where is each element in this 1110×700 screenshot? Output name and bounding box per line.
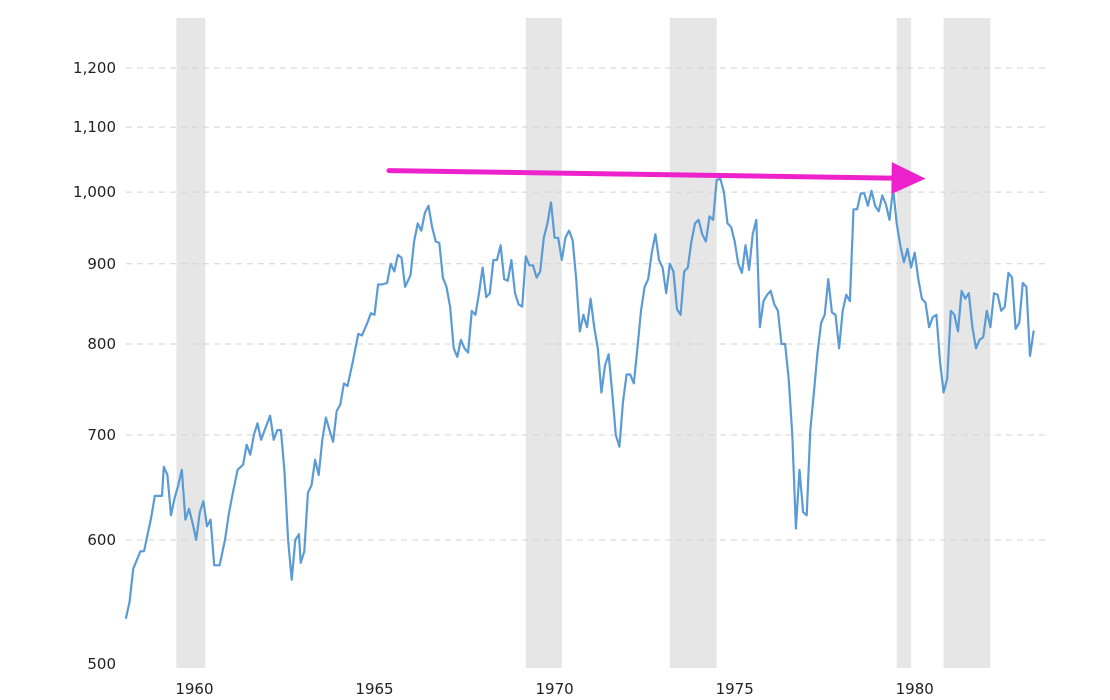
y-tick-label-600: 600 [87,531,116,549]
x-axis: 1960 1965 1970 1975 1980 [175,680,934,698]
x-tick-label-1960: 1960 [175,680,213,698]
recession-bands [176,18,991,668]
y-tick-label-500: 500 [87,655,116,673]
y-tick-label-1000: 1,000 [73,183,116,201]
y-tick-label-900: 900 [87,255,116,273]
y-tick-label-800: 800 [87,335,116,353]
series-line-1 [124,177,1035,619]
recession-band-4 [896,18,912,668]
x-tick-label-1970: 1970 [535,680,573,698]
arrow-shaft [386,168,895,181]
x-tick-label-1965: 1965 [355,680,393,698]
y-axis: 500 600 700 800 900 1,000 1,100 1,200 [73,59,116,673]
recession-band-1 [176,18,206,668]
recession-band-5 [943,18,991,668]
x-tick-label-1975: 1975 [716,680,754,698]
y-tick-label-1200: 1,200 [73,59,116,77]
recession-band-2 [525,18,562,668]
arrow-annotation [386,162,926,195]
series-group [124,177,1035,619]
y-tick-label-700: 700 [87,426,116,444]
x-tick-label-1980: 1980 [896,680,934,698]
arrow-head [891,162,926,195]
recession-band-3 [669,18,717,668]
y-tick-label-1100: 1,100 [73,118,116,136]
